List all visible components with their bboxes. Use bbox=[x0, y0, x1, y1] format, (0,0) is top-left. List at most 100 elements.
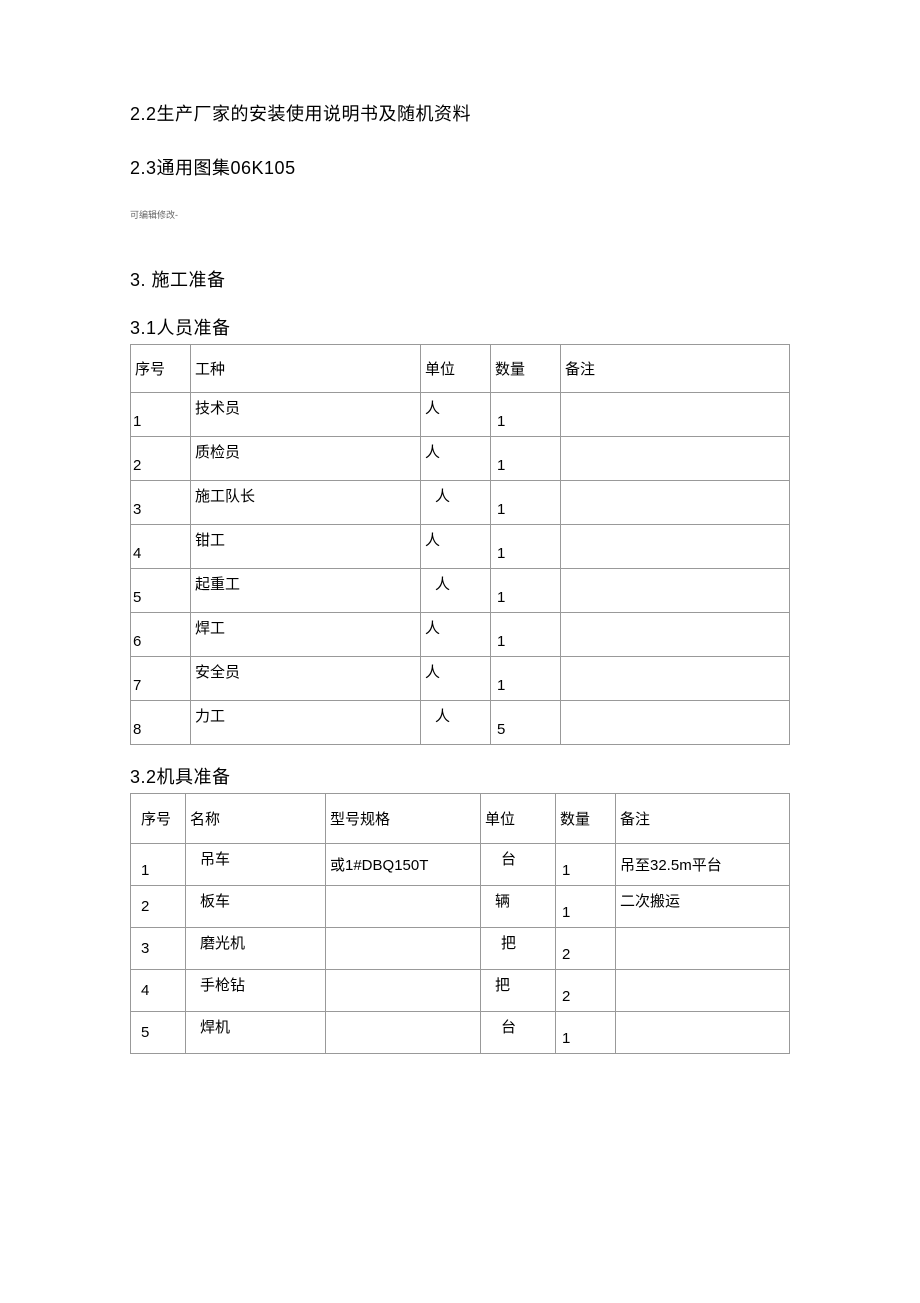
cell-name: 手枪钻 bbox=[186, 970, 326, 1012]
equipment-table: 序号 名称 型号规格 单位 数量 备注 1 吊车 或1#DBQ150T 台 1 … bbox=[130, 793, 790, 1054]
cell-unit: 人 bbox=[421, 525, 491, 569]
cell-seq: 2 bbox=[131, 886, 186, 928]
col-qty: 数量 bbox=[491, 345, 561, 393]
cell-qty: 5 bbox=[491, 701, 561, 745]
cell-name: 板车 bbox=[186, 886, 326, 928]
table-row: 3 磨光机 把 2 bbox=[131, 928, 790, 970]
personnel-table: 序号 工种 单位 数量 备注 1 技术员 人 1 2 质检员 人 1 3 施工队… bbox=[130, 344, 790, 745]
cell-seq: 7 bbox=[131, 657, 191, 701]
cell-model bbox=[326, 1012, 481, 1054]
table-row: 1 吊车 或1#DBQ150T 台 1 吊至32.5m平台 bbox=[131, 844, 790, 886]
cell-unit: 人 bbox=[421, 437, 491, 481]
cell-seq: 6 bbox=[131, 613, 191, 657]
cell-remark bbox=[616, 970, 790, 1012]
cell-qty: 1 bbox=[556, 1012, 616, 1054]
cell-remark bbox=[561, 481, 790, 525]
cell-remark bbox=[561, 393, 790, 437]
cell-qty: 1 bbox=[491, 657, 561, 701]
cell-remark bbox=[561, 437, 790, 481]
table-row: 8 力工 人 5 bbox=[131, 701, 790, 745]
cell-seq: 5 bbox=[131, 569, 191, 613]
cell-remark: 二次搬运 bbox=[616, 886, 790, 928]
cell-seq: 1 bbox=[131, 844, 186, 886]
cell-qty: 1 bbox=[491, 613, 561, 657]
cell-unit: 人 bbox=[421, 481, 491, 525]
col-remark: 备注 bbox=[561, 345, 790, 393]
footnote: 可编辑修改- bbox=[130, 208, 790, 221]
cell-type: 钳工 bbox=[191, 525, 421, 569]
cell-unit: 辆 bbox=[481, 886, 556, 928]
cell-unit: 把 bbox=[481, 970, 556, 1012]
col-name: 名称 bbox=[186, 794, 326, 844]
cell-qty: 1 bbox=[491, 393, 561, 437]
cell-unit: 台 bbox=[481, 1012, 556, 1054]
cell-unit: 把 bbox=[481, 928, 556, 970]
cell-qty: 2 bbox=[556, 928, 616, 970]
table-row: 7 安全员 人 1 bbox=[131, 657, 790, 701]
heading-2-3: 2.3通用图集06K105 bbox=[130, 154, 790, 180]
heading-3-2: 3.2机具准备 bbox=[130, 763, 790, 789]
cell-unit: 人 bbox=[421, 613, 491, 657]
cell-qty: 2 bbox=[556, 970, 616, 1012]
table-row: 5 焊机 台 1 bbox=[131, 1012, 790, 1054]
cell-type: 力工 bbox=[191, 701, 421, 745]
cell-qty: 1 bbox=[491, 481, 561, 525]
cell-qty: 1 bbox=[556, 886, 616, 928]
cell-qty: 1 bbox=[491, 525, 561, 569]
cell-remark bbox=[561, 701, 790, 745]
cell-remark bbox=[616, 928, 790, 970]
cell-qty: 1 bbox=[556, 844, 616, 886]
cell-name: 磨光机 bbox=[186, 928, 326, 970]
cell-model bbox=[326, 886, 481, 928]
cell-seq: 4 bbox=[131, 525, 191, 569]
cell-seq: 4 bbox=[131, 970, 186, 1012]
cell-name: 吊车 bbox=[186, 844, 326, 886]
cell-remark bbox=[561, 657, 790, 701]
cell-type: 质检员 bbox=[191, 437, 421, 481]
cell-type: 安全员 bbox=[191, 657, 421, 701]
table-row: 3 施工队长 人 1 bbox=[131, 481, 790, 525]
cell-qty: 1 bbox=[491, 437, 561, 481]
heading-3: 3. 施工准备 bbox=[130, 266, 790, 292]
col-type: 工种 bbox=[191, 345, 421, 393]
cell-seq: 8 bbox=[131, 701, 191, 745]
cell-type: 焊工 bbox=[191, 613, 421, 657]
cell-unit: 台 bbox=[481, 844, 556, 886]
cell-unit: 人 bbox=[421, 393, 491, 437]
table-row: 4 钳工 人 1 bbox=[131, 525, 790, 569]
col-unit: 单位 bbox=[421, 345, 491, 393]
table-row: 6 焊工 人 1 bbox=[131, 613, 790, 657]
cell-remark bbox=[561, 613, 790, 657]
col-model: 型号规格 bbox=[326, 794, 481, 844]
table-row: 1 技术员 人 1 bbox=[131, 393, 790, 437]
cell-remark bbox=[561, 569, 790, 613]
cell-remark bbox=[616, 1012, 790, 1054]
col-qty: 数量 bbox=[556, 794, 616, 844]
table-row: 4 手枪钻 把 2 bbox=[131, 970, 790, 1012]
heading-3-1: 3.1人员准备 bbox=[130, 314, 790, 340]
cell-model bbox=[326, 928, 481, 970]
cell-seq: 5 bbox=[131, 1012, 186, 1054]
cell-model bbox=[326, 970, 481, 1012]
cell-unit: 人 bbox=[421, 701, 491, 745]
col-remark: 备注 bbox=[616, 794, 790, 844]
table-header-row: 序号 工种 单位 数量 备注 bbox=[131, 345, 790, 393]
cell-qty: 1 bbox=[491, 569, 561, 613]
cell-remark bbox=[561, 525, 790, 569]
cell-seq: 3 bbox=[131, 928, 186, 970]
cell-remark: 吊至32.5m平台 bbox=[616, 844, 790, 886]
cell-unit: 人 bbox=[421, 569, 491, 613]
cell-name: 焊机 bbox=[186, 1012, 326, 1054]
cell-type: 施工队长 bbox=[191, 481, 421, 525]
cell-model: 或1#DBQ150T bbox=[326, 844, 481, 886]
table-header-row: 序号 名称 型号规格 单位 数量 备注 bbox=[131, 794, 790, 844]
cell-type: 起重工 bbox=[191, 569, 421, 613]
cell-unit: 人 bbox=[421, 657, 491, 701]
heading-2-2: 2.2生产厂家的安装使用说明书及随机资料 bbox=[130, 100, 790, 126]
cell-type: 技术员 bbox=[191, 393, 421, 437]
col-seq: 序号 bbox=[131, 794, 186, 844]
cell-seq: 3 bbox=[131, 481, 191, 525]
col-seq: 序号 bbox=[131, 345, 191, 393]
cell-seq: 2 bbox=[131, 437, 191, 481]
table-row: 5 起重工 人 1 bbox=[131, 569, 790, 613]
